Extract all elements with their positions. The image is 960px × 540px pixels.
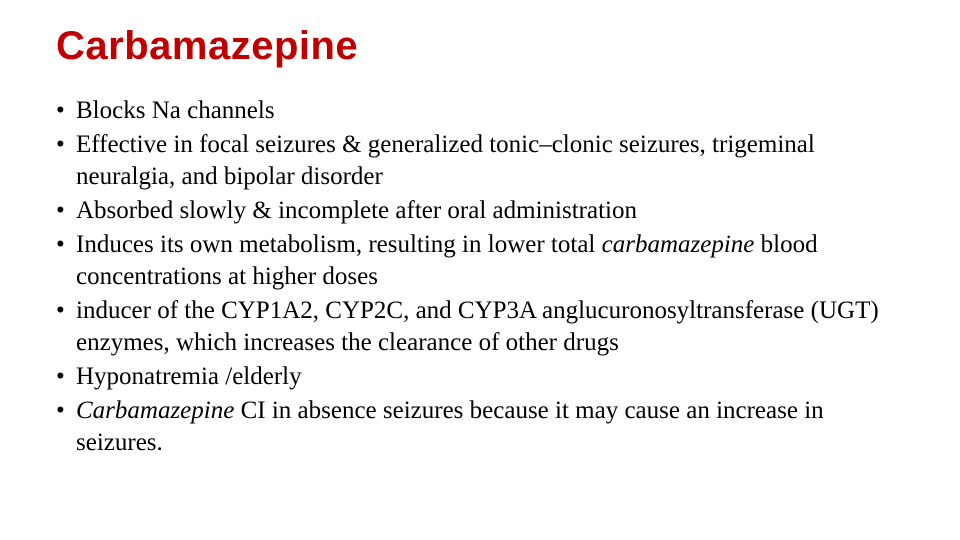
bullet-text-italic: carbamazepine	[602, 231, 755, 258]
bullet-text: inducer of the CYP1A2, CYP2C, and CYP3A …	[76, 297, 879, 356]
bullet-text: Hyponatremia /elderly	[76, 363, 302, 390]
bullet-text-italic: Carbamazepine	[76, 397, 234, 424]
list-item: Blocks Na channels	[56, 95, 912, 127]
bullet-text: Blocks Na channels	[76, 97, 275, 124]
bullet-text-pre: Induces its own metabolism, resulting in…	[76, 231, 602, 258]
list-item: Absorbed slowly & incomplete after oral …	[56, 195, 912, 227]
bullet-list: Blocks Na channels Effective in focal se…	[56, 95, 912, 459]
list-item: Hyponatremia /elderly	[56, 361, 912, 393]
bullet-text: Effective in focal seizures & generalize…	[76, 131, 815, 190]
list-item: Carbamazepine CI in absence seizures bec…	[56, 395, 912, 459]
bullet-text: Absorbed slowly & incomplete after oral …	[76, 197, 637, 224]
list-item: Effective in focal seizures & generalize…	[56, 129, 912, 193]
list-item: Induces its own metabolism, resulting in…	[56, 229, 912, 293]
list-item: inducer of the CYP1A2, CYP2C, and CYP3A …	[56, 295, 912, 359]
slide-container: Carbamazepine Blocks Na channels Effecti…	[0, 0, 960, 540]
slide-title: Carbamazepine	[56, 24, 912, 69]
